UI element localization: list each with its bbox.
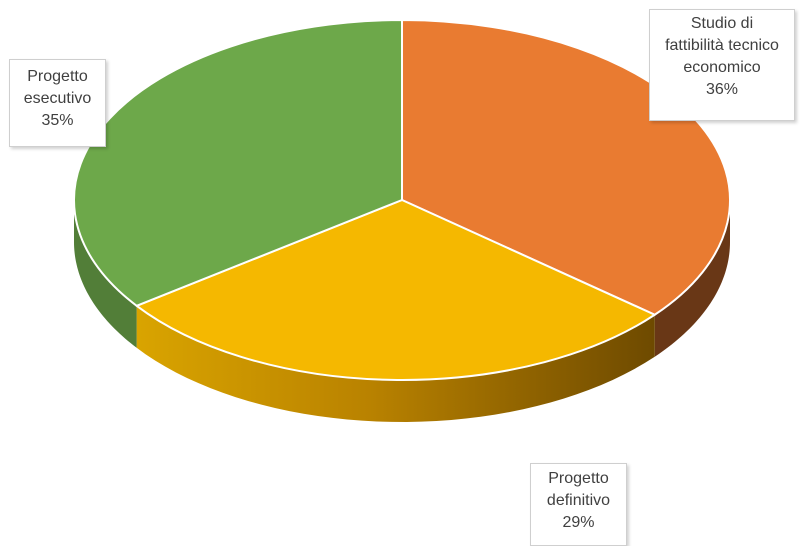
label-progetto-esecutivo: Progetto esecutivo 35% <box>9 59 106 147</box>
pie-side-studio-di-fattibilita-tecnico-economico <box>654 200 730 357</box>
label-progetto-definitivo: Progetto definitivo 29% <box>530 463 627 546</box>
label-studio-di-fattibilita: Studio di fattibilità tecnico economico … <box>649 9 795 121</box>
pie-slice-progetto-esecutivo <box>73 19 403 307</box>
pie-side-progetto-esecutivo <box>74 200 137 348</box>
pie-slice-progetto-definitivo <box>135 199 656 381</box>
pie-side-progetto-definitivo <box>136 305 655 422</box>
pie-slice-studio-di-fattibilita-tecnico-economico <box>401 19 731 316</box>
